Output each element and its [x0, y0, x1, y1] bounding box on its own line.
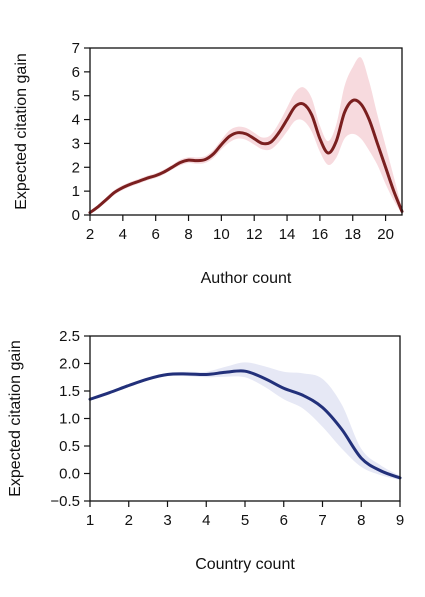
y-tick-label: −0.5 — [50, 493, 80, 510]
y-tick-label: 0.5 — [59, 438, 80, 455]
series-line — [88, 98, 404, 215]
x-axis-label: Author count — [201, 270, 292, 287]
series-line — [88, 369, 402, 480]
y-tick-label: 1.0 — [59, 411, 80, 428]
y-tick-label: 1 — [72, 183, 80, 200]
x-axis-label: Country count — [195, 556, 295, 573]
y-tick-label: 6 — [72, 64, 80, 81]
x-tick-label: 10 — [213, 226, 230, 243]
x-tick-label: 4 — [119, 226, 127, 243]
y-tick-label: 2 — [72, 159, 80, 176]
x-tick-label: 14 — [279, 226, 296, 243]
x-tick-label: 8 — [357, 512, 365, 529]
x-tick-label: 6 — [152, 226, 160, 243]
x-tick-label: 4 — [202, 512, 210, 529]
x-tick-label: 1 — [86, 512, 94, 529]
y-tick-label: 3 — [72, 135, 80, 152]
x-tick-label: 5 — [241, 512, 249, 529]
y-axis-label: Expected citation gain — [13, 53, 30, 210]
confidence-band — [90, 362, 400, 481]
x-tick-label: 3 — [163, 512, 171, 529]
y-tick-label: 0 — [72, 207, 80, 224]
y-tick-label: 2.0 — [59, 356, 80, 373]
x-tick-label: 2 — [86, 226, 94, 243]
x-tick-label: 2 — [125, 512, 133, 529]
country-count-chart: 1 2 3 4 5 6 7 8 9 −0.5 0.0 0.5 1.0 1.5 2.0 2.5 Country c… — [7, 328, 404, 573]
x-tick-label: 16 — [312, 226, 329, 243]
x-tick-label: 6 — [280, 512, 288, 529]
plot-frame — [89, 47, 403, 216]
x-tick-label: 18 — [344, 226, 361, 243]
x-tick-label: 9 — [396, 512, 404, 529]
plot-frame — [89, 335, 401, 502]
y-tick-label: 1.5 — [59, 383, 80, 400]
y-tick-label: 4 — [72, 112, 80, 129]
y-tick-label: 0.0 — [59, 466, 80, 483]
x-tick-label: 20 — [377, 226, 394, 243]
y-tick-label: 2.5 — [59, 328, 80, 345]
x-tick-label: 12 — [246, 226, 263, 243]
y-tick-label: 5 — [72, 88, 80, 105]
x-tick-label: 7 — [318, 512, 326, 529]
y-axis-label: Expected citation gain — [7, 340, 24, 497]
y-tick-label: 7 — [72, 40, 80, 57]
x-tick-label: 8 — [184, 226, 192, 243]
